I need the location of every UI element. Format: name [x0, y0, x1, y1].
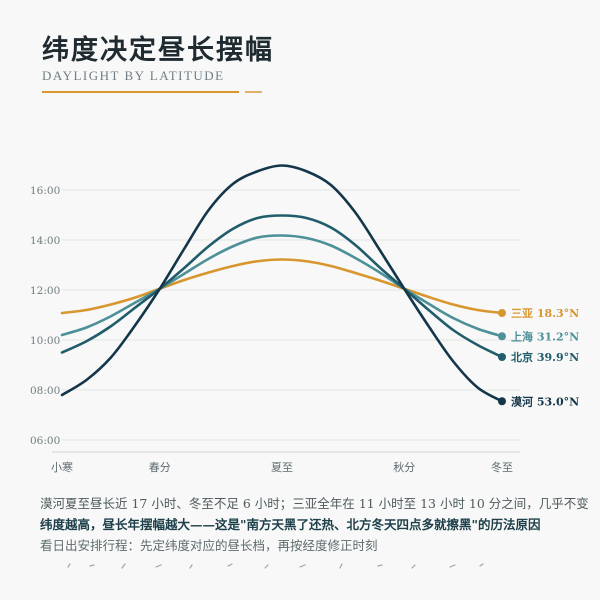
- x-tick-label: 小寒: [51, 460, 73, 474]
- series-end-dot-2: [498, 353, 506, 361]
- series-line-0: [60, 258, 504, 315]
- series-end-dot-3: [498, 397, 506, 406]
- page-subtitle: DAYLIGHT BY LATITUDE: [42, 68, 225, 83]
- series-end-dot-1: [498, 332, 506, 341]
- note-line-3: 看日出安排行程：先定纬度对应的昼长档，再按经度修正时刻: [40, 538, 378, 553]
- series-end-dot-0: [498, 309, 506, 317]
- grid-layer: 06:00 08:00 10:00 12:00 14:00 16:00: [30, 185, 520, 447]
- series-label-0: 三亚 18.3°N: [511, 307, 579, 320]
- y-tick-label: 10:00: [30, 335, 60, 347]
- x-tick-label: 春分: [149, 461, 171, 474]
- y-tick-label: 16:00: [30, 185, 60, 197]
- x-tick-label: 冬至: [491, 460, 513, 474]
- y-tick-label: 12:00: [30, 285, 60, 297]
- series-layer: 三亚 18.3°N 上海 31.2°N 北京 39.9°N 漠河 53.0°N: [60, 164, 579, 408]
- daylight-chart: 06:00 08:00 10:00 12:00 14:00 16:00 小寒 春分 夏至 秋分 冬…: [30, 164, 579, 474]
- title-underline: [42, 91, 239, 93]
- x-axis: 小寒 春分 夏至 秋分 冬至: [51, 451, 520, 474]
- y-tick-label: 06:00: [30, 435, 60, 447]
- x-tick-label: 秋分: [393, 460, 415, 474]
- series-line-1: [60, 234, 504, 338]
- decorative-scribble: [67, 563, 484, 569]
- note-line-1: 漠河夏至昼长近 17 小时、冬至不足 6 小时；三亚全年在 11 小时至 13 …: [40, 496, 589, 511]
- title-underline-accent: [245, 91, 262, 93]
- y-tick-label: 14:00: [30, 235, 60, 247]
- chart-notes: 漠河夏至昼长近 17 小时、冬至不足 6 小时；三亚全年在 11 小时至 13 …: [40, 493, 589, 556]
- series-line-3: [60, 164, 504, 403]
- series-label-1: 上海 31.2°N: [511, 329, 579, 343]
- y-tick-label: 08:00: [30, 385, 60, 397]
- series-line-2: [60, 214, 504, 359]
- series-label-2: 北京 39.9°N: [511, 350, 579, 364]
- page-title: 纬度决定昼长摆幅: [42, 35, 274, 66]
- series-label-3: 漠河 53.0°N: [511, 394, 579, 408]
- x-tick-label: 夏至: [271, 461, 293, 474]
- note-line-2: 纬度越高，昼长年摆幅越大——这是"南方天黑了还热、北方冬天四点多就擦黑"的历法原…: [40, 517, 541, 532]
